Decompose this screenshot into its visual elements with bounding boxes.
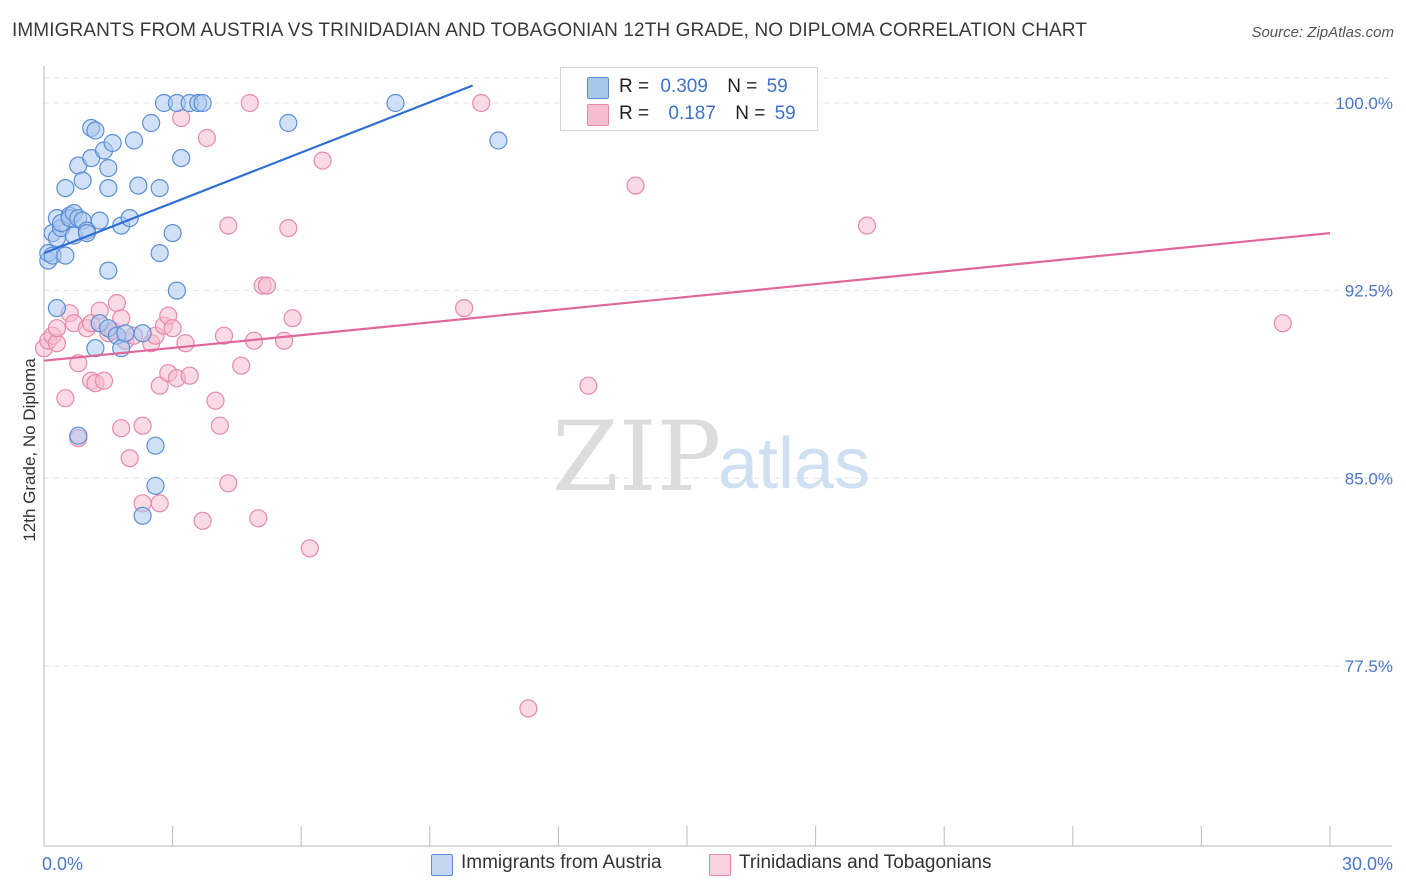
watermark: ZIP atlas [552,401,870,513]
point-austria [133,506,152,525]
point-trinidad [279,219,298,238]
series-legend: Immigrants from Austria Trinidadians and… [0,852,1406,878]
point-austria [90,211,109,230]
point-austria [99,179,118,198]
trend-lines [43,84,1331,362]
y-tick-label: 92.5% [1345,282,1393,301]
point-austria [99,159,118,178]
n-label: N = [735,103,766,124]
point-austria [279,113,298,133]
point-trinidad [47,319,67,338]
n-value: 59 [766,76,788,97]
point-austria [167,281,186,300]
point-trinidad [519,699,538,718]
point-austria [69,426,88,445]
point-austria [150,244,169,263]
y-tick-label: 77.5% [1345,657,1393,676]
point-trinidad [455,299,474,318]
point-trinidad [163,319,182,338]
point-austria [142,113,161,133]
r-value: 0.309 [660,76,708,97]
point-trinidad [1273,314,1292,333]
point-austria [129,176,148,195]
point-austria [146,476,165,495]
n-value: 59 [774,103,796,124]
point-trinidad [300,539,319,558]
watermark-zip: ZIP [552,401,721,513]
point-trinidad [107,294,127,313]
point-austria [56,246,75,265]
point-austria [86,121,105,140]
axes [43,66,1392,847]
legend-swatch-austria [431,854,453,876]
point-austria [73,171,92,190]
legend-swatch-trinidad [709,854,731,876]
point-trinidad [219,216,238,235]
point-trinidad [180,366,199,385]
watermark-atlas: atlas [718,424,870,504]
point-trinidad [112,419,131,438]
stats-legend: R = 0.309 N = 59 R = 0.187 N = 59 [560,67,818,131]
point-trinidad [197,128,216,148]
r-label: R = [619,76,650,97]
point-trinidad [275,331,294,350]
y-tick-label: 85.0% [1345,469,1393,488]
point-trinidad [69,354,88,373]
point-trinidad [206,391,225,410]
point-trinidad [133,416,152,435]
point-trinidad [626,176,645,195]
point-trinidad [472,93,491,113]
point-trinidad [56,389,75,408]
point-austria [172,149,191,168]
point-trinidad [176,334,195,353]
point-austria [124,131,144,150]
point-trinidad [219,474,238,493]
point-austria [146,436,165,455]
point-austria [56,179,75,198]
point-trinidad [172,108,191,128]
point-trinidad [579,376,598,395]
x-tick-label: 30.0% [1342,854,1393,874]
legend-label-austria: Immigrants from Austria [461,852,662,873]
r-value: 0.187 [668,103,716,124]
trend-line-trinidad [43,232,1331,362]
austria-swatch [587,77,609,99]
chart-title: IMMIGRANTS FROM AUSTRIA VS TRINIDADIAN A… [12,20,1087,41]
trinidad-swatch [587,104,609,126]
trend-line-austria [43,84,474,255]
point-trinidad [120,449,139,468]
point-austria [47,299,67,318]
point-trinidad [240,93,259,113]
point-trinidad [94,371,114,390]
point-austria [99,261,118,280]
point-austria [116,324,135,343]
point-trinidad [232,356,251,375]
point-trinidad [214,326,234,345]
point-austria [86,339,105,358]
point-austria [103,133,122,153]
x-tick-label: 0.0% [42,854,83,874]
point-trinidad [249,509,268,528]
point-trinidad [150,494,169,513]
point-trinidad [193,511,212,530]
legend-label-trinidad: Trinidadians and Tobagonians [739,852,992,873]
point-austria [193,93,212,113]
point-austria [489,131,508,150]
point-austria [163,224,182,243]
point-austria [150,179,169,198]
point-trinidad [257,276,276,295]
point-austria [133,324,152,343]
point-trinidad [150,376,169,395]
point-trinidad [313,151,332,170]
point-trinidad [283,309,302,328]
point-austria [386,93,405,113]
y-tick-label: 100.0% [1335,94,1393,113]
n-label: N = [727,76,758,97]
point-trinidad [857,216,877,235]
source-credit: Source: ZipAtlas.com [1251,24,1394,41]
r-label: R = [619,103,650,124]
point-trinidad [210,416,229,435]
tick-labels: 100.0% 92.5% 85.0% 77.5% 0.0% 30.0% [42,94,1393,874]
